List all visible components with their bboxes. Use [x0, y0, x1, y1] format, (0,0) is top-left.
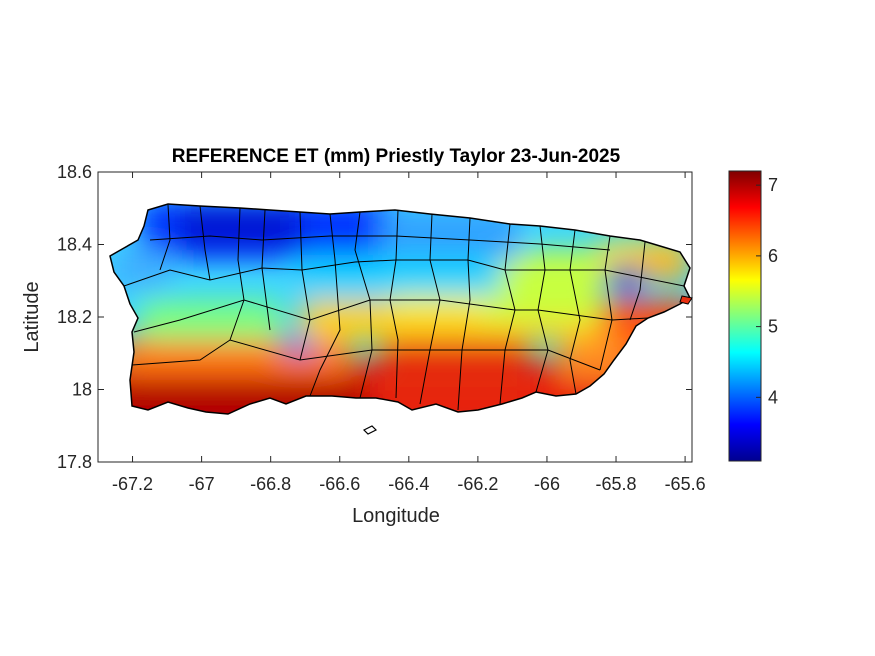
colorbar-tick-label: 4 [768, 387, 778, 407]
y-tick-label: 18.2 [57, 307, 92, 327]
x-tick-label: -67.2 [112, 474, 153, 494]
colorbar-ticks: 4 5 6 7 [756, 175, 778, 407]
x-tick-label: -66.4 [388, 474, 429, 494]
x-tick-label: -66.6 [319, 474, 360, 494]
municipality-boundaries [123, 204, 685, 411]
x-axis: -67.2 -67 -66.8 -66.6 -66.4 -66.2 -66 -65.8 -65.… [112, 172, 706, 494]
east-islets [679, 295, 693, 305]
y-tick-label: 18 [72, 380, 92, 400]
caja-de-muertos-island [362, 425, 378, 435]
x-tick-label: -65.8 [596, 474, 637, 494]
x-tick-label: -66 [534, 474, 560, 494]
colorbar-tick-label: 7 [768, 175, 778, 195]
colorbar-tick-label: 5 [768, 317, 778, 337]
y-tick-label: 18.6 [57, 162, 92, 182]
x-axis-label: Longitude [352, 505, 440, 527]
y-tick-label: 17.8 [57, 452, 92, 472]
x-tick-label: -65.6 [665, 474, 706, 494]
x-tick-label: -66.2 [457, 474, 498, 494]
colorbar-tick-label: 6 [768, 246, 778, 266]
y-tick-label: 18.4 [57, 235, 92, 255]
y-axis: 17.8 18 18.2 18.4 18.6 [57, 162, 692, 472]
x-tick-label: -67 [189, 474, 215, 494]
chart-title: REFERENCE ET (mm) Priestly Taylor 23-Jun… [172, 146, 621, 167]
y-axis-label: Latitude [21, 281, 43, 352]
colorbar [728, 170, 762, 462]
x-tick-label: -66.8 [250, 474, 291, 494]
